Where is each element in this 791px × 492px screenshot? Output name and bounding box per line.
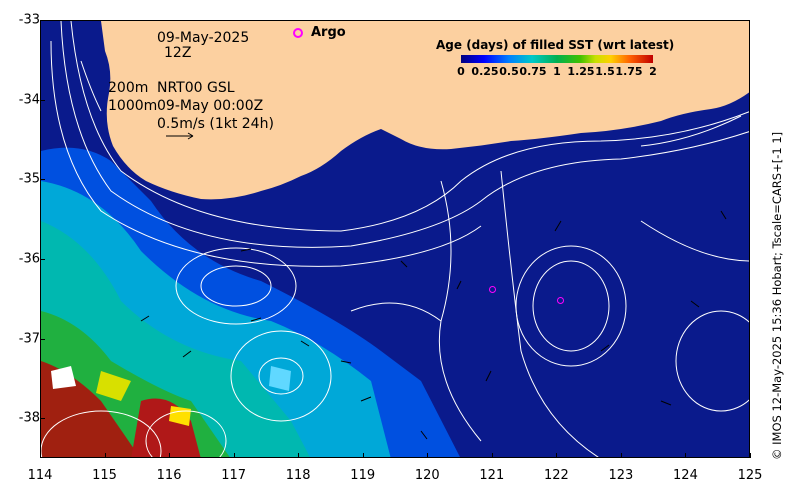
lat-tick-mark — [40, 179, 45, 181]
lat-tick-label: -33 — [18, 12, 40, 28]
lon-tick-mark — [298, 453, 300, 458]
lat-tick-mark — [40, 418, 45, 420]
lon-tick-mark — [491, 453, 493, 458]
lon-tick-mark — [169, 453, 171, 458]
analysis-time: 09-May 00:00Z — [157, 98, 264, 114]
argo-float-marker[interactable] — [556, 297, 564, 305]
colorbar-tick-label: 2 — [649, 65, 657, 78]
lat-tick-label: -38 — [18, 410, 40, 426]
lat-tick-mark — [40, 99, 45, 101]
colorbar-tick-label: 1.5 — [595, 65, 615, 78]
product-label: NRT00 GSL — [157, 80, 235, 96]
argo-marker-icon — [293, 27, 303, 38]
map-time: 12Z — [164, 45, 192, 61]
colorbar-tick-label: 0.5 — [499, 65, 519, 78]
lon-tick-mark — [750, 453, 751, 458]
lon-tick-label: 121 — [479, 468, 505, 483]
colorbar-tick-label: 1.25 — [567, 65, 595, 78]
lon-tick-mark — [40, 453, 41, 458]
argo-legend-label: Argo — [311, 25, 346, 40]
sst-age-field — [41, 147, 460, 457]
lat-tick-label: -37 — [18, 331, 40, 347]
colorbar-tick-label: 1.75 — [615, 65, 643, 78]
lon-tick-mark — [427, 453, 429, 458]
lon-tick-mark — [104, 453, 106, 458]
lon-tick-label: 119 — [350, 468, 376, 483]
colorbar-tick-label: 0.75 — [519, 65, 547, 78]
lon-tick-mark — [362, 453, 364, 458]
sea-level-contours — [41, 21, 749, 457]
lon-tick-label: 116 — [156, 468, 182, 483]
lon-tick-label: 115 — [92, 468, 117, 483]
lon-tick-mark — [685, 453, 687, 458]
lon-tick-mark — [556, 453, 558, 458]
lon-tick-label: 117 — [221, 468, 247, 483]
lat-tick-mark — [40, 338, 45, 340]
lat-tick-label: -34 — [18, 92, 40, 108]
lon-tick-label: 120 — [414, 468, 440, 483]
sst-map — [40, 20, 750, 458]
depth-200-label: 200m — [108, 80, 149, 96]
lon-tick-label: 123 — [608, 468, 634, 483]
lon-tick-label: 124 — [673, 468, 698, 483]
colorbar-tick-label: 1 — [553, 65, 561, 78]
lon-tick-label: 125 — [737, 468, 763, 483]
colorbar-title: Age (days) of filled SST (wrt latest) — [436, 38, 675, 52]
colorbar — [461, 55, 653, 63]
lat-tick-mark — [40, 20, 45, 21]
argo-float-marker[interactable] — [488, 286, 496, 294]
lat-tick-mark — [40, 258, 45, 260]
map-canvas — [41, 21, 749, 457]
argo-legend: Argo — [293, 25, 346, 40]
lat-tick-label: -35 — [18, 171, 40, 187]
lon-tick-label: 118 — [285, 468, 311, 483]
lat-tick-label: -36 — [18, 251, 40, 267]
depth-1000-label: 1000m — [108, 98, 158, 114]
velocity-scale-label: 0.5m/s (1kt 24h) — [157, 116, 274, 132]
land-mass — [101, 21, 749, 200]
colorbar-tick-label: 0 — [457, 65, 465, 78]
map-date: 09-May-2025 — [157, 30, 250, 46]
lon-tick-mark — [233, 453, 235, 458]
velocity-scale-arrow — [166, 132, 194, 140]
colorbar-tick-label: 0.25 — [471, 65, 499, 78]
lon-tick-label: 114 — [27, 468, 53, 483]
lon-tick-label: 122 — [543, 468, 569, 483]
credit-text: © IMOS 12-May-2025 15:36 Hobart; Tscale=… — [770, 131, 784, 460]
current-vectors — [140, 210, 727, 440]
lon-tick-mark — [620, 453, 622, 458]
